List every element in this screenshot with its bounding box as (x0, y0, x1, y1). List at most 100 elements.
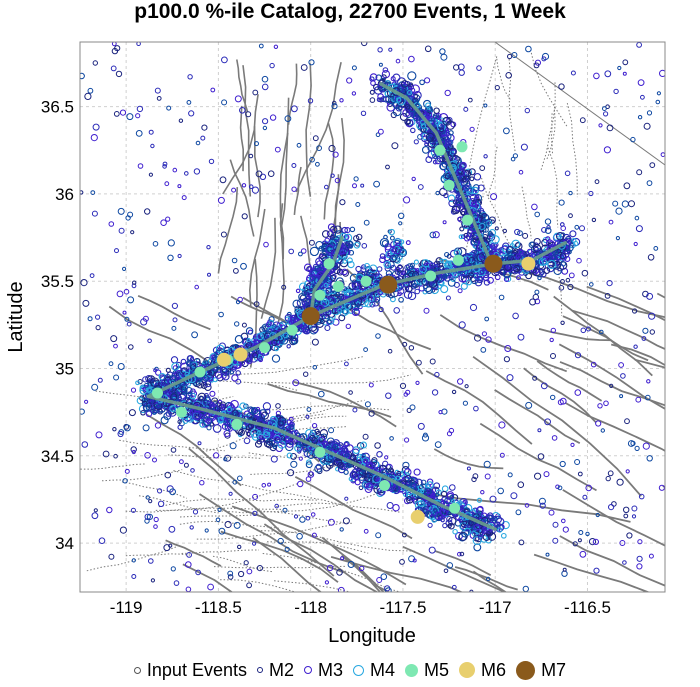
event-marker (168, 525, 176, 533)
fault-line-dotted (257, 530, 416, 552)
event-marker (190, 468, 195, 473)
event-marker (254, 141, 259, 147)
event-marker (659, 69, 665, 77)
event-marker (623, 182, 631, 190)
event-marker (620, 373, 626, 379)
event-marker (209, 390, 216, 397)
event-marker (564, 170, 571, 177)
event-marker (188, 110, 195, 117)
event-marker (248, 184, 254, 189)
event-marker (374, 292, 380, 297)
event-marker (292, 299, 301, 309)
event-marker (572, 541, 578, 547)
event-marker (106, 506, 113, 514)
event-marker (353, 176, 359, 182)
event-marker (457, 378, 464, 385)
event-marker (92, 60, 99, 66)
event-marker (318, 390, 325, 398)
event-marker (290, 336, 299, 345)
fault-line (494, 389, 581, 444)
event-marker (306, 407, 312, 412)
event-marker (185, 561, 192, 568)
event-marker (484, 473, 491, 480)
event-marker (606, 124, 614, 132)
event-marker (227, 570, 234, 577)
fault-line (260, 217, 277, 319)
fault-line (279, 132, 289, 260)
event-marker (424, 77, 431, 84)
event-marker (623, 506, 630, 513)
event-marker (156, 96, 162, 101)
event-marker (162, 161, 168, 167)
event-marker (87, 87, 94, 94)
event-marker (518, 169, 524, 175)
event-marker (531, 203, 538, 211)
fault-line-dotted (196, 522, 346, 540)
event-marker (343, 469, 349, 475)
event-marker (108, 361, 114, 367)
event-marker (165, 216, 171, 222)
event-marker (331, 100, 337, 106)
event-marker (338, 314, 346, 322)
fault-line-dotted (220, 579, 298, 592)
event-marker (532, 375, 538, 381)
fault-line (425, 370, 533, 445)
event-marker (110, 335, 118, 343)
event-marker (634, 445, 640, 451)
event-marker (420, 479, 427, 486)
event-marker (402, 532, 407, 538)
event-marker (239, 402, 247, 410)
event-marker (326, 319, 332, 325)
event-marker (471, 476, 477, 483)
event-marker (591, 217, 597, 223)
event-marker (248, 153, 254, 159)
event-marker (331, 103, 338, 110)
event-marker (435, 257, 443, 265)
event-marker (451, 389, 457, 395)
event-marker (603, 400, 609, 407)
event-marker (339, 527, 344, 532)
event-marker (418, 262, 424, 268)
event-marker (604, 70, 612, 78)
event-marker (647, 253, 655, 261)
event-marker (552, 521, 559, 528)
event-marker (296, 533, 303, 540)
event-marker (346, 77, 353, 84)
fault-line (571, 309, 665, 350)
event-marker (544, 227, 552, 234)
event-marker (131, 574, 137, 579)
event-marker (309, 434, 316, 442)
event-marker (474, 334, 482, 342)
event-marker (405, 285, 413, 293)
event-marker (239, 107, 246, 114)
fault-line (293, 380, 397, 428)
fault-line-dotted (553, 238, 563, 317)
event-marker (286, 452, 293, 459)
event-marker (451, 584, 457, 590)
event-marker (414, 288, 421, 295)
event-marker (234, 335, 244, 344)
fault-line-dotted (80, 463, 146, 470)
event-marker (558, 83, 565, 90)
event-marker (625, 469, 630, 474)
event-marker (130, 230, 135, 235)
event-marker (510, 156, 516, 162)
fault-line-dotted (547, 147, 559, 228)
event-marker (525, 401, 533, 409)
event-marker (576, 257, 582, 264)
event-marker (622, 59, 629, 66)
event-marker (369, 301, 376, 308)
event-marker (418, 285, 425, 292)
event-marker (646, 110, 653, 116)
event-marker (376, 451, 383, 458)
event-marker (520, 143, 528, 151)
fault-line-dotted (121, 481, 188, 499)
event-marker (95, 325, 101, 331)
event-marker (230, 399, 239, 409)
event-marker (503, 127, 510, 135)
event-marker (140, 410, 146, 416)
event-marker (344, 441, 349, 447)
event-marker (432, 231, 440, 239)
event-marker (570, 70, 576, 76)
event-marker (241, 183, 247, 188)
